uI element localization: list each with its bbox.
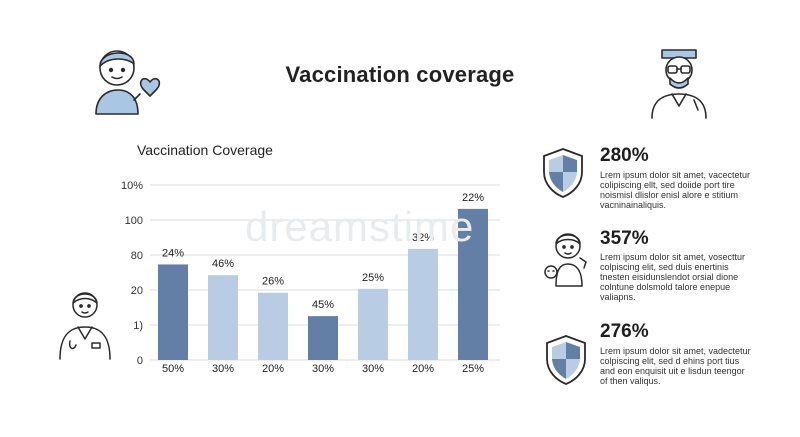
shield-icon [543,148,583,198]
y-tick-label: 0 [137,355,143,367]
y-axis-ticks: 0 1) 20 80 100 10% [121,180,143,367]
page-title: Vaccination coverage [285,62,515,87]
bar [158,264,188,360]
x-tick-label: 25% [462,363,484,375]
data-label: 22% [462,192,484,204]
data-label: 25% [362,272,384,284]
x-tick-label: 30% [312,363,334,375]
data-label: 24% [162,247,184,259]
stat-value-2: 357% [600,228,649,249]
bar [358,288,388,360]
doctor-icon [651,49,707,119]
x-tick-label: 30% [362,363,384,375]
bar [458,208,488,360]
stat-text-1: Lrem ipsum dolor sit amet, vacectetur co… [600,170,751,210]
y-tick-label: 1) [133,320,143,332]
data-label: 46% [212,258,234,270]
child-with-heart-icon [95,50,161,115]
bar [208,275,238,360]
chart-bars [158,208,488,360]
chart-title: Vaccination Coverage [137,142,273,158]
child-icon [544,233,587,287]
x-tick-label: 20% [412,363,434,375]
bar [258,292,288,360]
stat-block-3 [543,333,589,392]
stat-value-1: 280% [600,145,649,166]
y-tick-label: 20 [131,285,143,297]
bar [408,248,438,360]
data-label: 45% [312,299,334,311]
stat-block-1 [540,146,586,205]
y-tick-label: 100 [125,215,143,227]
x-tick-label: 50% [162,363,184,375]
shield-icon [546,335,586,385]
x-tick-label: 20% [262,363,284,375]
y-tick-label: 80 [131,250,143,262]
watermark: dreamstime [245,203,475,250]
chart-data-labels: 24% 46% 26% 45% 25% 32% 22% [162,192,484,311]
y-tick-label: 10% [121,180,143,192]
nurse-icon [59,292,111,360]
bar [308,316,338,360]
stat-value-3: 276% [600,321,649,342]
stat-block-2 [538,228,594,295]
stat-text-2: Lrem ipsum dolor sit amet, vosecttur col… [600,252,746,302]
stat-text-3: Lrem ipsum dolor sit amet, vadectetur co… [600,346,751,386]
data-label: 32% [412,232,434,244]
x-tick-label: 30% [212,363,234,375]
data-label: 26% [262,276,284,288]
x-axis-ticks: 50% 30% 20% 30% 30% 20% 25% [162,363,484,375]
